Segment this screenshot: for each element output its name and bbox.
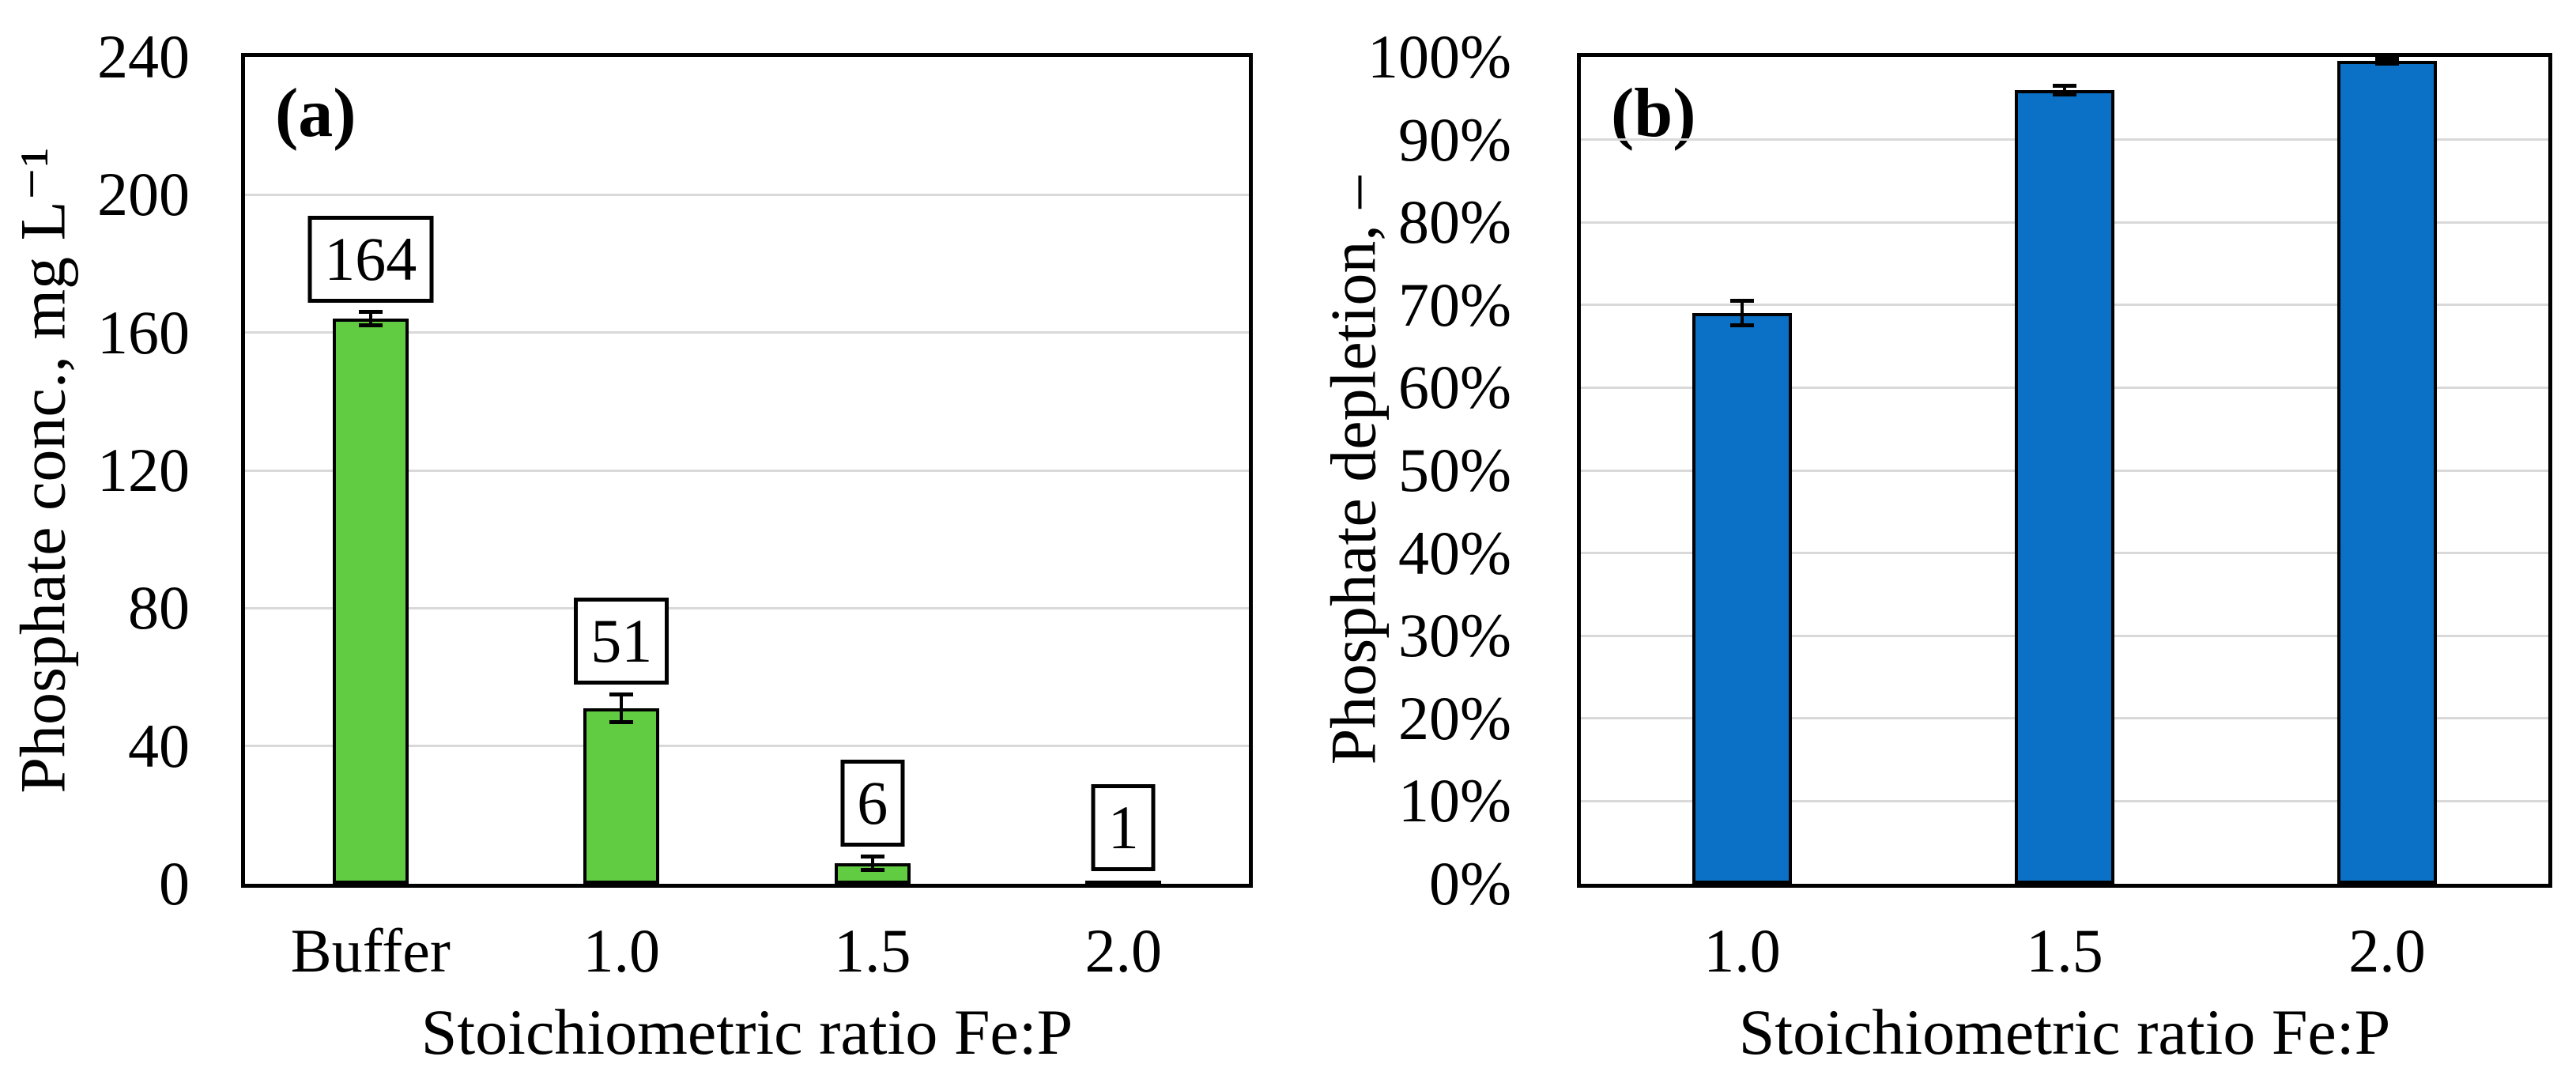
error-bar — [2063, 85, 2066, 95]
x-axis-title-b: Stoichiometric ratio Fe:P — [1738, 996, 2391, 1068]
y-tick-label: 10% — [1398, 766, 1511, 836]
error-bar-cap-top — [860, 854, 884, 858]
y-tick-label: 160 — [97, 297, 190, 367]
error-bar-cap-bottom — [358, 323, 383, 328]
y-tick-label: 50% — [1398, 436, 1511, 504]
gridline — [245, 331, 1249, 334]
panel-label-a: (a) — [275, 75, 356, 152]
error-bar — [870, 856, 874, 870]
error-bar-cap-bottom — [860, 868, 884, 873]
error-bar-cap-top — [2375, 56, 2399, 61]
error-bar-cap-top — [2053, 84, 2076, 89]
plot-area-a: (a) 164 51 6 1 — [241, 53, 1253, 888]
y-tick-label: 30% — [1398, 601, 1511, 670]
y-tick-label: 100% — [1367, 22, 1511, 91]
bar-1-0 — [1692, 313, 1792, 884]
error-bar — [368, 311, 372, 326]
y-tick-label: 120 — [97, 436, 190, 504]
error-bar-cap-top — [358, 310, 383, 315]
error-bar — [620, 694, 624, 723]
plot-area-b: (b) — [1577, 53, 2552, 888]
x-tick-label: 1.5 — [2026, 916, 2103, 985]
gridline — [245, 193, 1249, 196]
y-tick-label: 70% — [1398, 270, 1511, 339]
error-bar-cap-bottom — [2375, 61, 2399, 66]
error-bar-cap-bottom — [1730, 323, 1754, 328]
x-tick-label: 2.0 — [2348, 916, 2426, 985]
gridline — [245, 469, 1249, 472]
y-tick-label: 240 — [97, 22, 190, 91]
x-tick-label: 2.0 — [1084, 916, 1163, 985]
y-tick-label: 20% — [1398, 683, 1511, 753]
x-tick-label: 1.5 — [834, 916, 911, 985]
y-tick-label: 0 — [159, 849, 190, 918]
y-tick-label: 200 — [97, 160, 190, 229]
y-tick-label: 0% — [1429, 849, 1511, 918]
bar-2-0 — [2337, 61, 2437, 884]
panel-label-b: (b) — [1611, 75, 1696, 152]
error-bar — [2386, 58, 2389, 64]
error-bar — [1741, 300, 1744, 326]
y-tick-label: 90% — [1398, 104, 1511, 174]
error-bar-cap-bottom — [609, 719, 634, 724]
gridline — [245, 606, 1249, 609]
data-label: 6 — [840, 760, 905, 847]
y-tick-label: 40 — [128, 711, 190, 780]
y-tick-label: 60% — [1398, 353, 1511, 422]
error-bar-cap-bottom — [2053, 92, 2076, 96]
x-tick-label: 1.0 — [1703, 916, 1781, 985]
y-tick-label: 80% — [1398, 187, 1511, 257]
error-bar-cap-top — [1730, 299, 1754, 304]
bar-buffer — [332, 319, 409, 884]
data-label: 51 — [574, 598, 669, 685]
bar-2-0 — [1085, 880, 1162, 887]
x-tick-label: Buffer — [290, 916, 451, 985]
data-label: 164 — [307, 215, 434, 303]
gridline — [245, 745, 1249, 748]
y-tick-label: 40% — [1398, 518, 1511, 587]
y-tick-label: 80 — [128, 573, 190, 643]
bar-1-5 — [2015, 89, 2114, 884]
x-tick-label: 1.0 — [583, 916, 661, 985]
error-bar-cap-top — [609, 692, 634, 696]
x-axis-title-a: Stoichiometric ratio Fe:P — [421, 996, 1073, 1068]
data-label: 1 — [1091, 783, 1156, 871]
